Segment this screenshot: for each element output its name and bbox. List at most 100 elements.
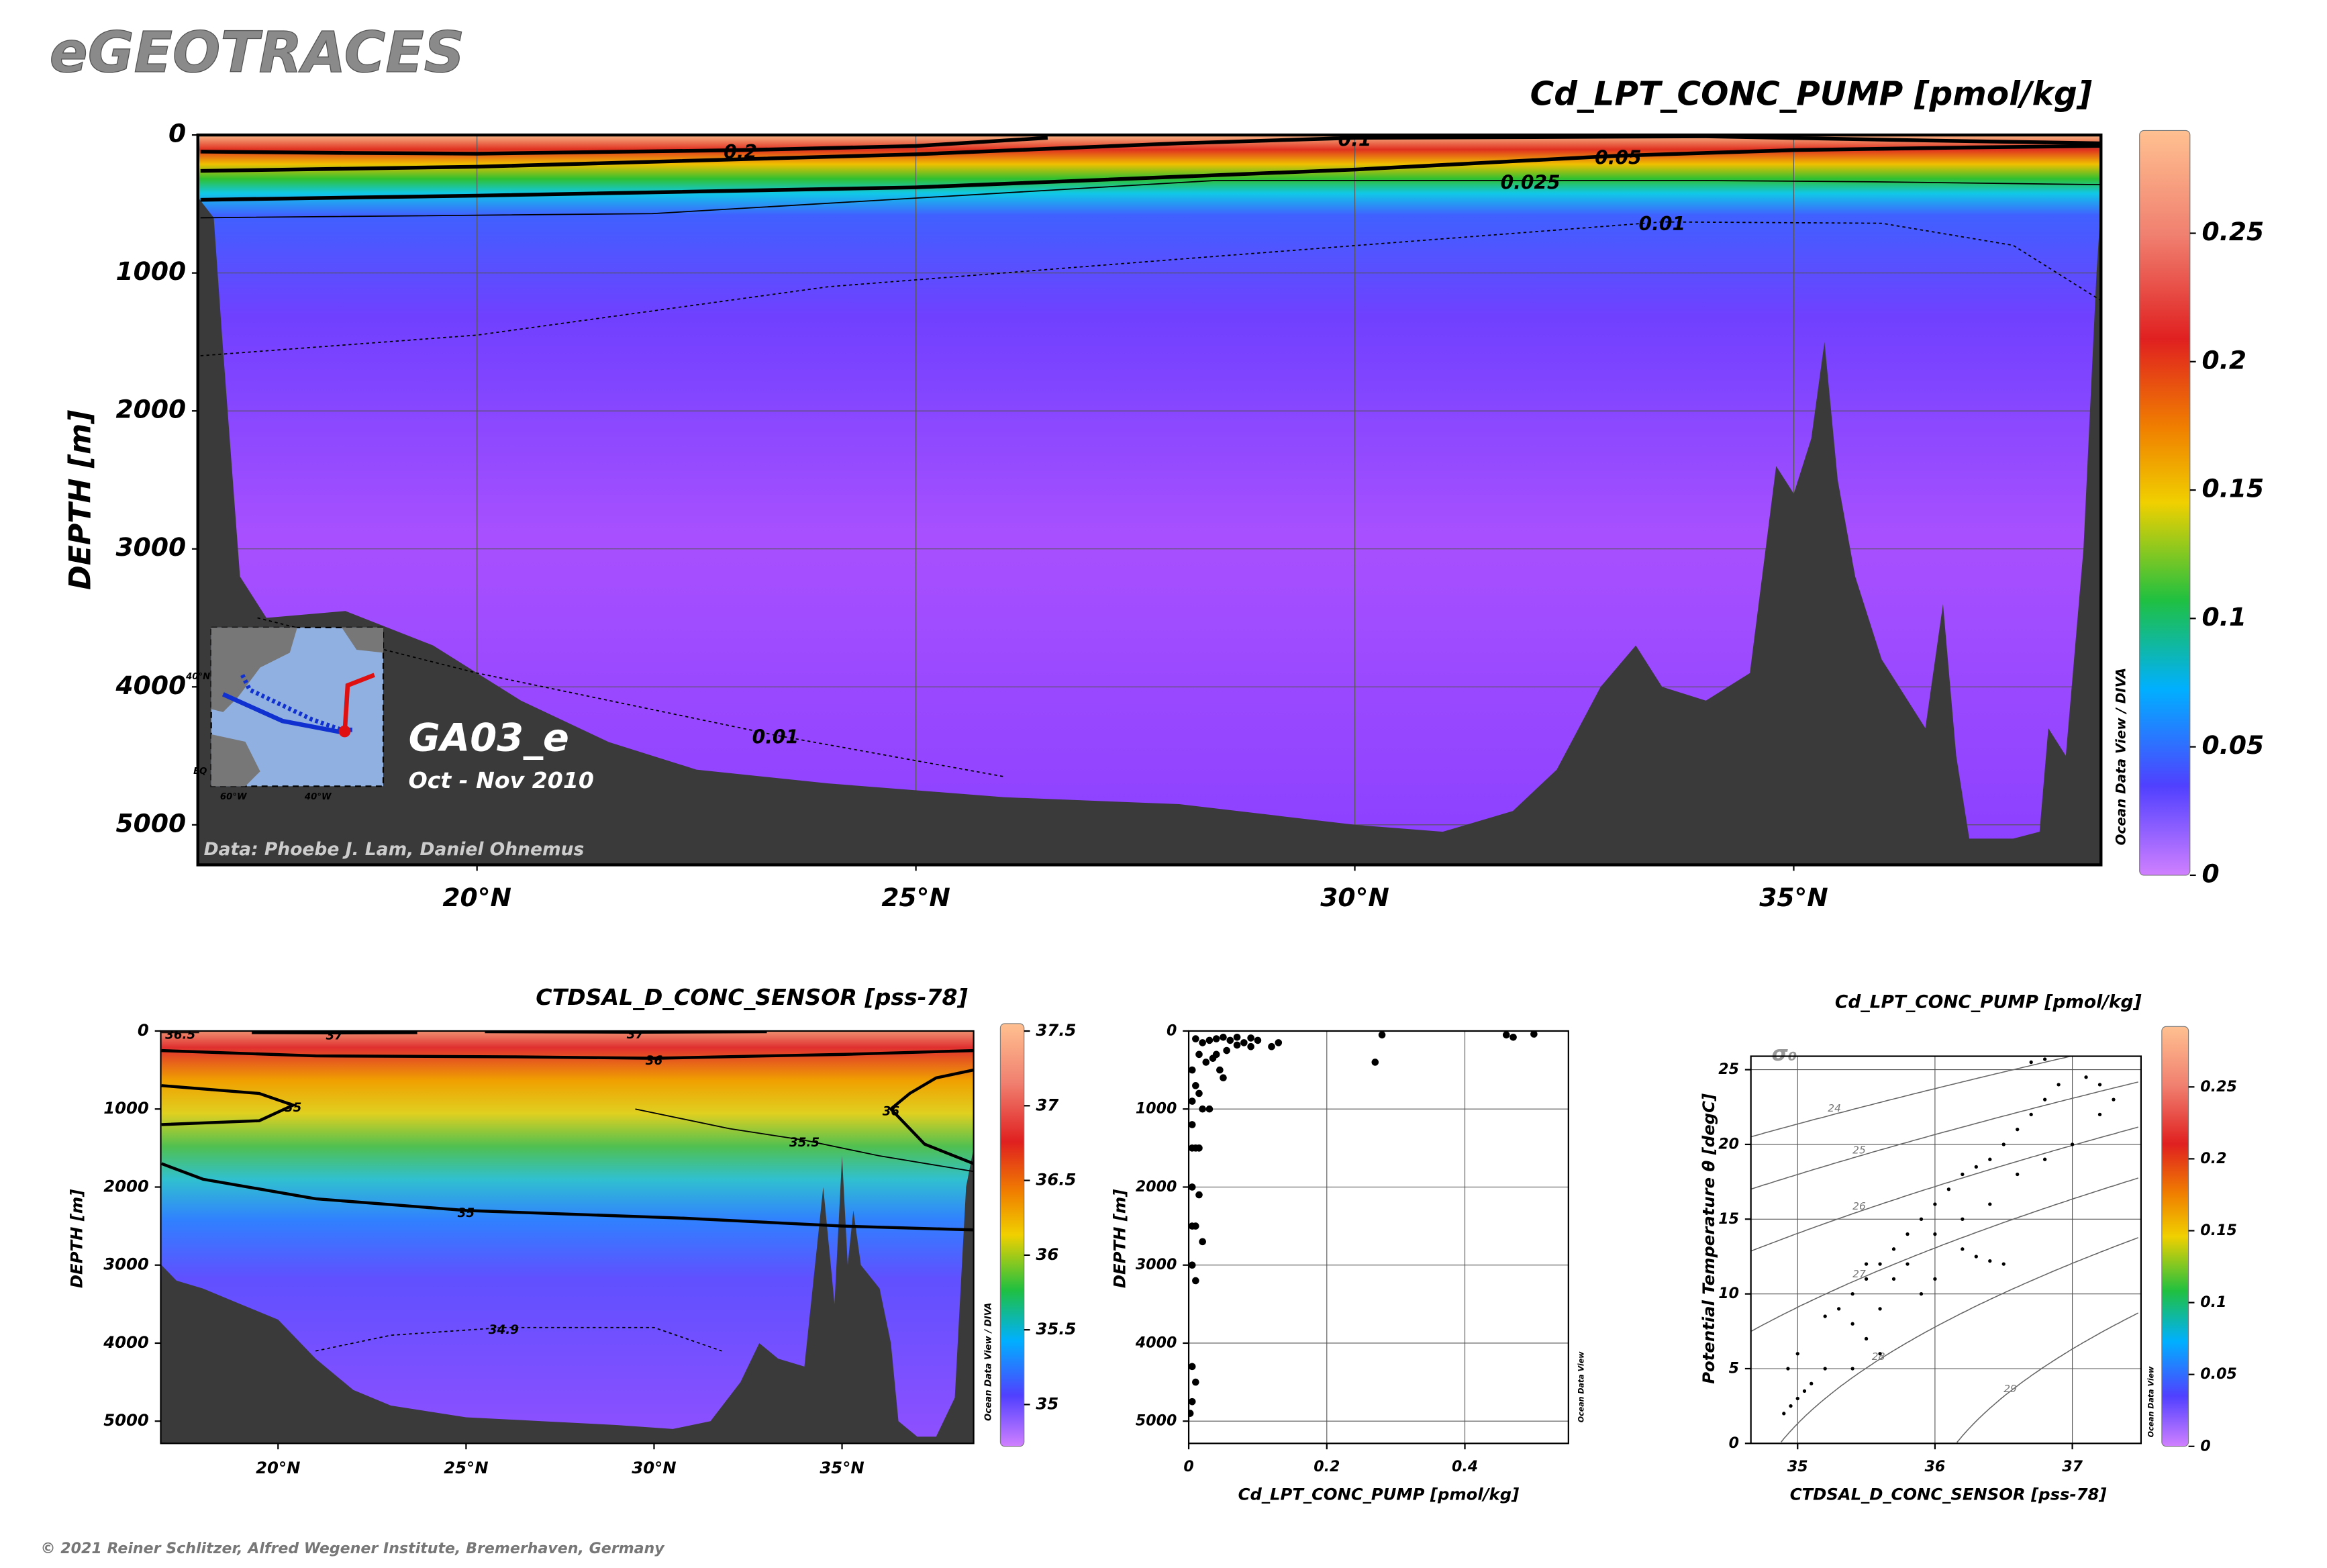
map-track <box>221 692 346 736</box>
colorbar-label: 0.1 <box>2200 1293 2226 1311</box>
point <box>1905 1232 1910 1236</box>
point <box>1371 1059 1379 1066</box>
y-tick-label: 4000 <box>115 671 187 700</box>
isopycnal-label: 25 <box>1852 1144 1866 1157</box>
point <box>1189 1410 1194 1417</box>
point <box>1988 1157 1992 1161</box>
point <box>1891 1247 1896 1251</box>
y-tick-label: 0 <box>1729 1434 1739 1452</box>
point <box>1878 1262 1882 1266</box>
isopycnal <box>1781 1237 2138 1442</box>
point <box>1795 1396 1799 1401</box>
y-tick-label: 4000 <box>103 1332 149 1352</box>
point <box>1226 1036 1234 1044</box>
contour-label: 37 <box>627 1028 644 1042</box>
map-label: 40°N <box>185 672 210 682</box>
y-tick-label: 2000 <box>1136 1178 1177 1195</box>
point <box>1212 1035 1220 1042</box>
y-tick-label: 0 <box>138 1020 149 1040</box>
plot-area <box>1189 1030 1569 1444</box>
plot-area: 24 25 26 27 28 29 <box>1750 1056 2141 1444</box>
x-tick-label: 35°N <box>820 1458 864 1477</box>
plot-bg <box>1189 1030 1569 1444</box>
point <box>1837 1307 1841 1311</box>
y-tick-label: 3000 <box>103 1255 149 1274</box>
x-axis-label: CTDSAL_D_CONC_SENSOR [pss-78] <box>1790 1485 2107 1504</box>
isopycnal-name: σ₀ <box>1772 1042 1797 1066</box>
colorbar-label: 36.5 <box>1036 1170 1076 1189</box>
point <box>2042 1157 2047 1161</box>
colorbar-label: 0.2 <box>2202 345 2247 375</box>
frame <box>1187 1030 1569 1444</box>
x-tick-label: 0.2 <box>1314 1458 1340 1475</box>
point <box>1850 1322 1854 1326</box>
point <box>2042 1097 2047 1101</box>
point <box>2001 1262 2006 1266</box>
point <box>2029 1112 2033 1117</box>
map-label: 60°W <box>220 792 248 802</box>
point <box>1205 1105 1214 1113</box>
point <box>1919 1217 1924 1221</box>
x-tick-label: 0 <box>1183 1458 1193 1475</box>
point <box>1502 1031 1510 1039</box>
point <box>1810 1381 1814 1385</box>
x-tick-label: 36 <box>1925 1458 1946 1475</box>
colorbar-label: 0.1 <box>2202 602 2247 632</box>
page-title: eGEOTRACES <box>50 19 464 85</box>
contour-line <box>200 136 1048 156</box>
x-tick-label: 35 <box>1787 1458 1808 1475</box>
point <box>1195 1191 1203 1199</box>
y-tick-label: 20 <box>1718 1135 1739 1153</box>
point <box>2016 1172 2020 1177</box>
colorbar-label: 0.15 <box>2200 1222 2237 1239</box>
point <box>1905 1262 1910 1266</box>
point <box>1254 1036 1262 1044</box>
x-tick-label: 35°N <box>1759 883 1828 912</box>
point <box>2084 1075 2088 1079</box>
y-axis-label: DEPTH [m] <box>1109 1189 1129 1288</box>
point <box>1189 1398 1196 1406</box>
point <box>1961 1247 1965 1251</box>
contour-line <box>200 144 2101 202</box>
frame <box>196 133 2103 867</box>
contour-label: 36.5 <box>165 1028 195 1042</box>
point <box>2016 1128 2020 1132</box>
colorbar-label: 0 <box>2200 1437 2210 1455</box>
point <box>1961 1217 1965 1221</box>
point <box>1864 1336 1869 1341</box>
bathymetry <box>160 1148 974 1444</box>
y-tick-label: 2000 <box>116 395 187 424</box>
isopycnal <box>1750 1177 2138 1332</box>
y-tick-label: 2000 <box>103 1176 149 1195</box>
point <box>1891 1277 1896 1281</box>
y-tick-label: 10 <box>1718 1285 1739 1302</box>
point <box>1823 1314 1827 1318</box>
x-tick-label: 20°N <box>256 1458 300 1477</box>
colorbar-label: 36 <box>1036 1244 1058 1264</box>
point <box>1878 1307 1882 1311</box>
point <box>1189 1097 1196 1105</box>
point <box>1988 1202 1992 1206</box>
contour-label: 35 <box>458 1206 475 1220</box>
map-point <box>338 725 351 738</box>
watermark: Ocean Data View <box>2146 1366 2155 1437</box>
colorbar-label: 37 <box>1036 1095 1058 1114</box>
isopycnal <box>1750 1081 2138 1190</box>
colorbar-label: 37.5 <box>1036 1020 1076 1040</box>
point <box>1247 1042 1254 1050</box>
chart: 36.5 37 37363635.5353534.90100020003000400… <box>67 984 1077 1477</box>
contour-label: 0.01 <box>1639 213 1685 235</box>
point <box>1212 1050 1220 1059</box>
y-tick-label: 0 <box>168 119 186 148</box>
point <box>2057 1083 2061 1087</box>
point <box>1220 1074 1227 1082</box>
y-axis-label: DEPTH [m] <box>67 1189 87 1288</box>
x-tick-label: 30°N <box>1320 883 1389 912</box>
colorbar-label: 0.25 <box>2200 1078 2237 1095</box>
x-tick-label: 20°N <box>442 883 511 912</box>
y-tick-label: 4000 <box>1135 1334 1177 1351</box>
isopycnal <box>1750 1056 2074 1138</box>
point <box>1786 1367 1790 1371</box>
colorbar <box>2161 1026 2189 1447</box>
